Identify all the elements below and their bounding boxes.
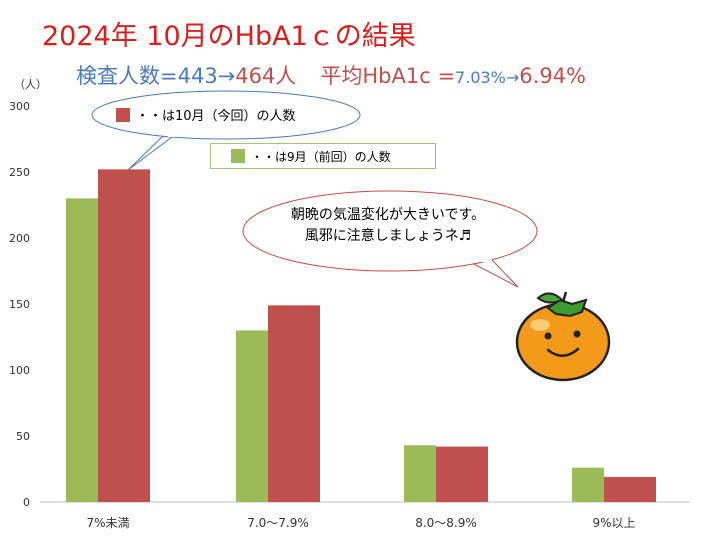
y-tick-label: 50	[16, 430, 30, 443]
bar-current-0	[98, 169, 150, 503]
legend-previous: ・・は9月（前回）の人数	[210, 143, 436, 169]
bar-current-2	[436, 446, 488, 502]
y-axis-label: （人）	[14, 78, 47, 91]
bar-current-1	[268, 305, 320, 502]
bars-group	[66, 169, 656, 503]
legend-callout-oval	[91, 90, 361, 140]
legend-callout-bubble	[127, 133, 177, 171]
speech-line-2: 風邪に注意しましょうネ♬	[304, 228, 472, 244]
bar-previous-0	[66, 198, 98, 502]
avg-old-value: 7.03%→	[455, 68, 520, 87]
bar-previous-1	[236, 330, 268, 502]
count-value: 464人	[235, 64, 297, 88]
speech-text: 朝晩の気温変化が大きいです。 風邪に注意しましょうネ♬	[268, 205, 508, 247]
y-axis: 0 50 100 150 200 250 300 （人）	[9, 78, 47, 509]
y-tick-label: 0	[23, 496, 30, 509]
bar-previous-2	[404, 445, 436, 502]
legend-previous-swatch	[231, 149, 245, 163]
y-tick-label: 300	[9, 100, 30, 113]
count-label: 検査人数=443→	[76, 64, 236, 88]
x-tick-label: 7.0〜7.9%	[247, 516, 309, 530]
y-tick-label: 200	[9, 232, 30, 245]
x-tick-label: 9%以上	[592, 516, 635, 530]
speech-line-1: 朝晩の気温変化が大きいです。	[290, 207, 486, 223]
legend-current: ・・は10月（今回）の人数	[116, 105, 296, 124]
y-tick-label: 150	[9, 298, 30, 311]
avg-new-value: 6.94%	[519, 64, 586, 88]
bar-previous-3	[572, 467, 604, 502]
avg-label: 平均HbA1c =	[320, 64, 456, 88]
page-subtitle: 検査人数=443→464人 平均HbA1c =7.03%→6.94%	[76, 60, 586, 90]
x-tick-label: 8.0〜8.9%	[415, 516, 477, 530]
x-tick-labels: 7%未満 7.0〜7.9% 8.0〜8.9% 9%以上	[86, 516, 635, 530]
page-title: 2024年 10月のHbA1ｃの結果	[42, 21, 416, 52]
legend-current-swatch	[116, 108, 130, 122]
y-tick-label: 250	[9, 166, 30, 179]
bar-current-3	[604, 476, 656, 502]
y-tick-label: 100	[9, 364, 30, 377]
x-tick-label: 7%未満	[86, 516, 129, 530]
speech-bubble	[242, 190, 538, 272]
legend-current-label: ・・は10月（今回）の人数	[136, 109, 296, 124]
legend-previous-label: ・・は9月（前回）の人数	[251, 150, 391, 164]
smiling-orange-icon	[515, 291, 611, 382]
